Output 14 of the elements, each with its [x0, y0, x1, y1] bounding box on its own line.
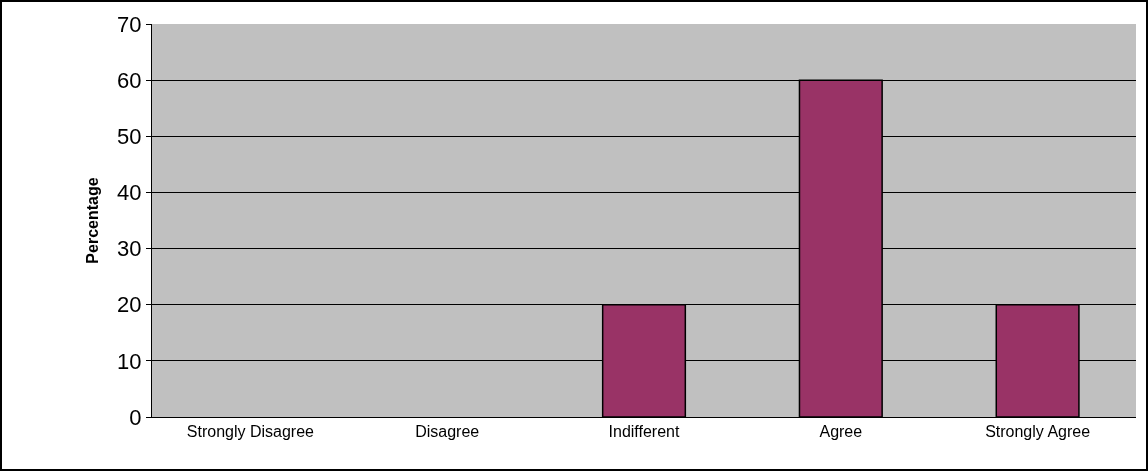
y-tick-label: 30: [117, 236, 142, 262]
x-tick-label: Agree: [819, 423, 863, 441]
x-tick-label: Strongly Disagree: [186, 423, 315, 441]
x-tick-label: Strongly Agree: [985, 423, 1091, 441]
y-axis-title: Percentage: [84, 177, 102, 264]
x-tick-label: Indifferent: [608, 423, 680, 441]
y-tick-label: 50: [117, 123, 142, 149]
x-tick-label: Disagree: [415, 423, 480, 441]
y-tick-label: 70: [117, 11, 142, 37]
y-tick-label: 0: [129, 404, 142, 430]
y-tick-label: 40: [117, 180, 142, 206]
y-tick-label: 10: [117, 348, 142, 374]
y-tick-label: 20: [117, 292, 142, 318]
y-tick-label: 60: [117, 67, 142, 93]
